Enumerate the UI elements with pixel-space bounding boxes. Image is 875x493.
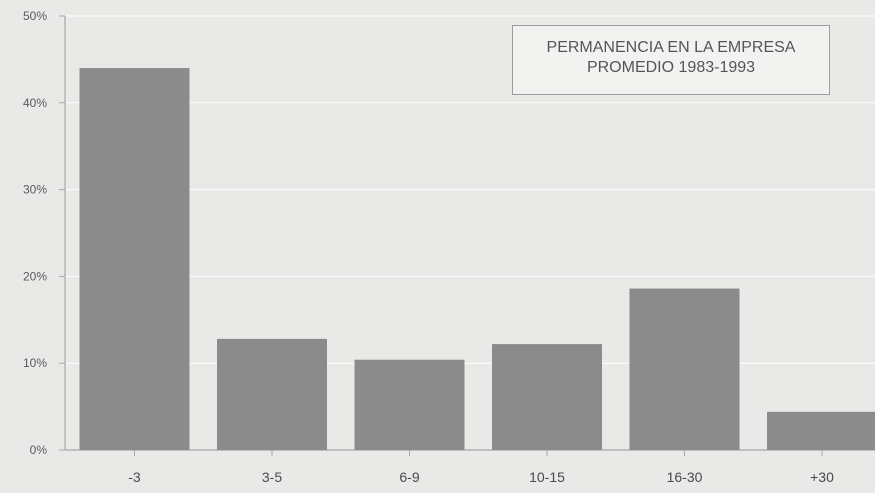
y-tick-label: 0%: [30, 443, 48, 457]
y-tick-label: 40%: [23, 96, 47, 110]
y-tick-label: 30%: [23, 183, 47, 197]
bar-plus30: [767, 411, 875, 450]
y-tick-label: 10%: [23, 356, 47, 370]
x-category-label: 3-5: [262, 469, 282, 485]
y-tick-label: 50%: [23, 9, 47, 23]
bar-6plus9: [354, 359, 465, 450]
chart-title-line-2: PROMEDIO 1983-1993: [586, 59, 756, 76]
x-category-label: 10-15: [529, 469, 565, 485]
bar-plus3: [79, 68, 190, 450]
x-category-label: 6-9: [399, 469, 419, 485]
bar-3plus5: [217, 338, 327, 450]
y-tick-label: 20%: [23, 269, 47, 283]
x-category-label: 16-30: [667, 469, 703, 485]
bar-10plus15: [492, 344, 602, 450]
chart-title-line-1: PERMANENCIA EN LA EMPRESA: [546, 39, 796, 56]
title-box: PERMANENCIA EN LA EMPRESA PROMEDIO 1983-…: [512, 25, 830, 95]
bar-16plus30: [629, 288, 740, 450]
x-category-label: +30: [810, 469, 834, 485]
x-category-label: -3: [128, 469, 141, 485]
